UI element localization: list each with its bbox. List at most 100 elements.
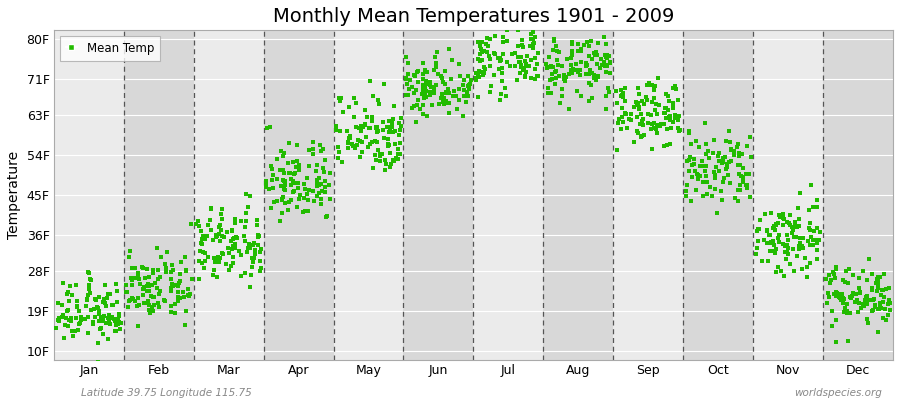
Point <box>829 289 843 295</box>
Point <box>566 66 580 72</box>
Point <box>100 295 114 301</box>
Point <box>588 18 602 25</box>
Point <box>252 233 266 239</box>
Point <box>581 71 596 78</box>
Point <box>259 184 274 190</box>
Point <box>711 153 725 160</box>
Point <box>61 323 76 329</box>
Point <box>71 327 86 334</box>
Point <box>387 103 401 110</box>
Point <box>666 118 680 125</box>
Point <box>278 186 293 193</box>
Point <box>870 274 885 280</box>
Point <box>365 165 380 171</box>
Point <box>410 102 424 108</box>
Point <box>852 290 867 296</box>
Point <box>471 23 485 30</box>
Point <box>530 61 544 67</box>
Point <box>172 280 186 286</box>
Point <box>634 134 649 140</box>
Point <box>407 102 421 109</box>
Point <box>351 137 365 143</box>
Point <box>226 260 240 266</box>
Point <box>184 221 198 228</box>
Point <box>177 294 192 300</box>
Point <box>215 250 230 257</box>
Point <box>804 220 818 226</box>
Point <box>577 42 591 48</box>
Point <box>789 224 804 230</box>
Point <box>86 319 101 325</box>
Point <box>442 110 456 116</box>
Point <box>810 256 824 262</box>
Point <box>223 238 238 244</box>
Point <box>201 254 215 260</box>
Point <box>852 275 867 281</box>
Y-axis label: Temperature: Temperature <box>7 151 21 239</box>
Point <box>731 198 745 204</box>
Point <box>141 274 156 281</box>
Point <box>469 74 483 81</box>
Point <box>733 149 747 156</box>
Point <box>777 216 791 222</box>
Point <box>752 217 767 223</box>
Point <box>238 224 252 230</box>
Point <box>517 20 531 26</box>
Point <box>554 100 568 106</box>
Point <box>486 50 500 56</box>
Point <box>712 158 726 164</box>
Point <box>716 179 731 186</box>
Point <box>346 142 361 149</box>
Point <box>795 266 809 273</box>
Point <box>819 275 833 282</box>
Point <box>138 275 152 282</box>
Point <box>491 66 506 72</box>
Point <box>237 233 251 240</box>
Point <box>381 136 395 142</box>
Point <box>716 159 731 166</box>
Point <box>192 223 206 229</box>
Point <box>782 261 796 267</box>
Point <box>803 227 817 233</box>
Point <box>208 257 222 264</box>
Point <box>371 147 385 154</box>
Point <box>495 78 509 84</box>
Point <box>223 263 238 269</box>
Point <box>60 291 75 298</box>
Point <box>840 308 854 314</box>
Point <box>544 90 558 96</box>
Point <box>275 196 290 202</box>
Point <box>731 140 745 147</box>
Point <box>322 170 337 177</box>
Point <box>328 122 343 129</box>
Point <box>718 165 733 172</box>
Point <box>275 210 290 216</box>
Point <box>420 78 435 85</box>
Point <box>629 128 643 134</box>
Point <box>415 90 429 97</box>
Point <box>873 300 887 306</box>
Point <box>158 265 173 272</box>
Point <box>860 277 874 283</box>
Point <box>289 164 303 170</box>
Point <box>641 111 655 117</box>
Point <box>278 182 293 188</box>
Point <box>733 162 747 168</box>
Point <box>475 48 490 55</box>
Point <box>310 183 324 189</box>
Point <box>378 166 392 173</box>
Point <box>868 302 883 308</box>
Point <box>787 267 801 274</box>
Point <box>853 288 868 295</box>
Point <box>171 294 185 300</box>
Point <box>659 90 673 97</box>
Point <box>514 62 528 68</box>
Point <box>275 197 290 204</box>
Point <box>373 158 387 164</box>
Point <box>670 96 685 103</box>
Point <box>367 151 382 158</box>
Point <box>657 121 671 127</box>
Point <box>879 286 894 292</box>
Point <box>867 295 881 302</box>
Point <box>757 236 771 243</box>
